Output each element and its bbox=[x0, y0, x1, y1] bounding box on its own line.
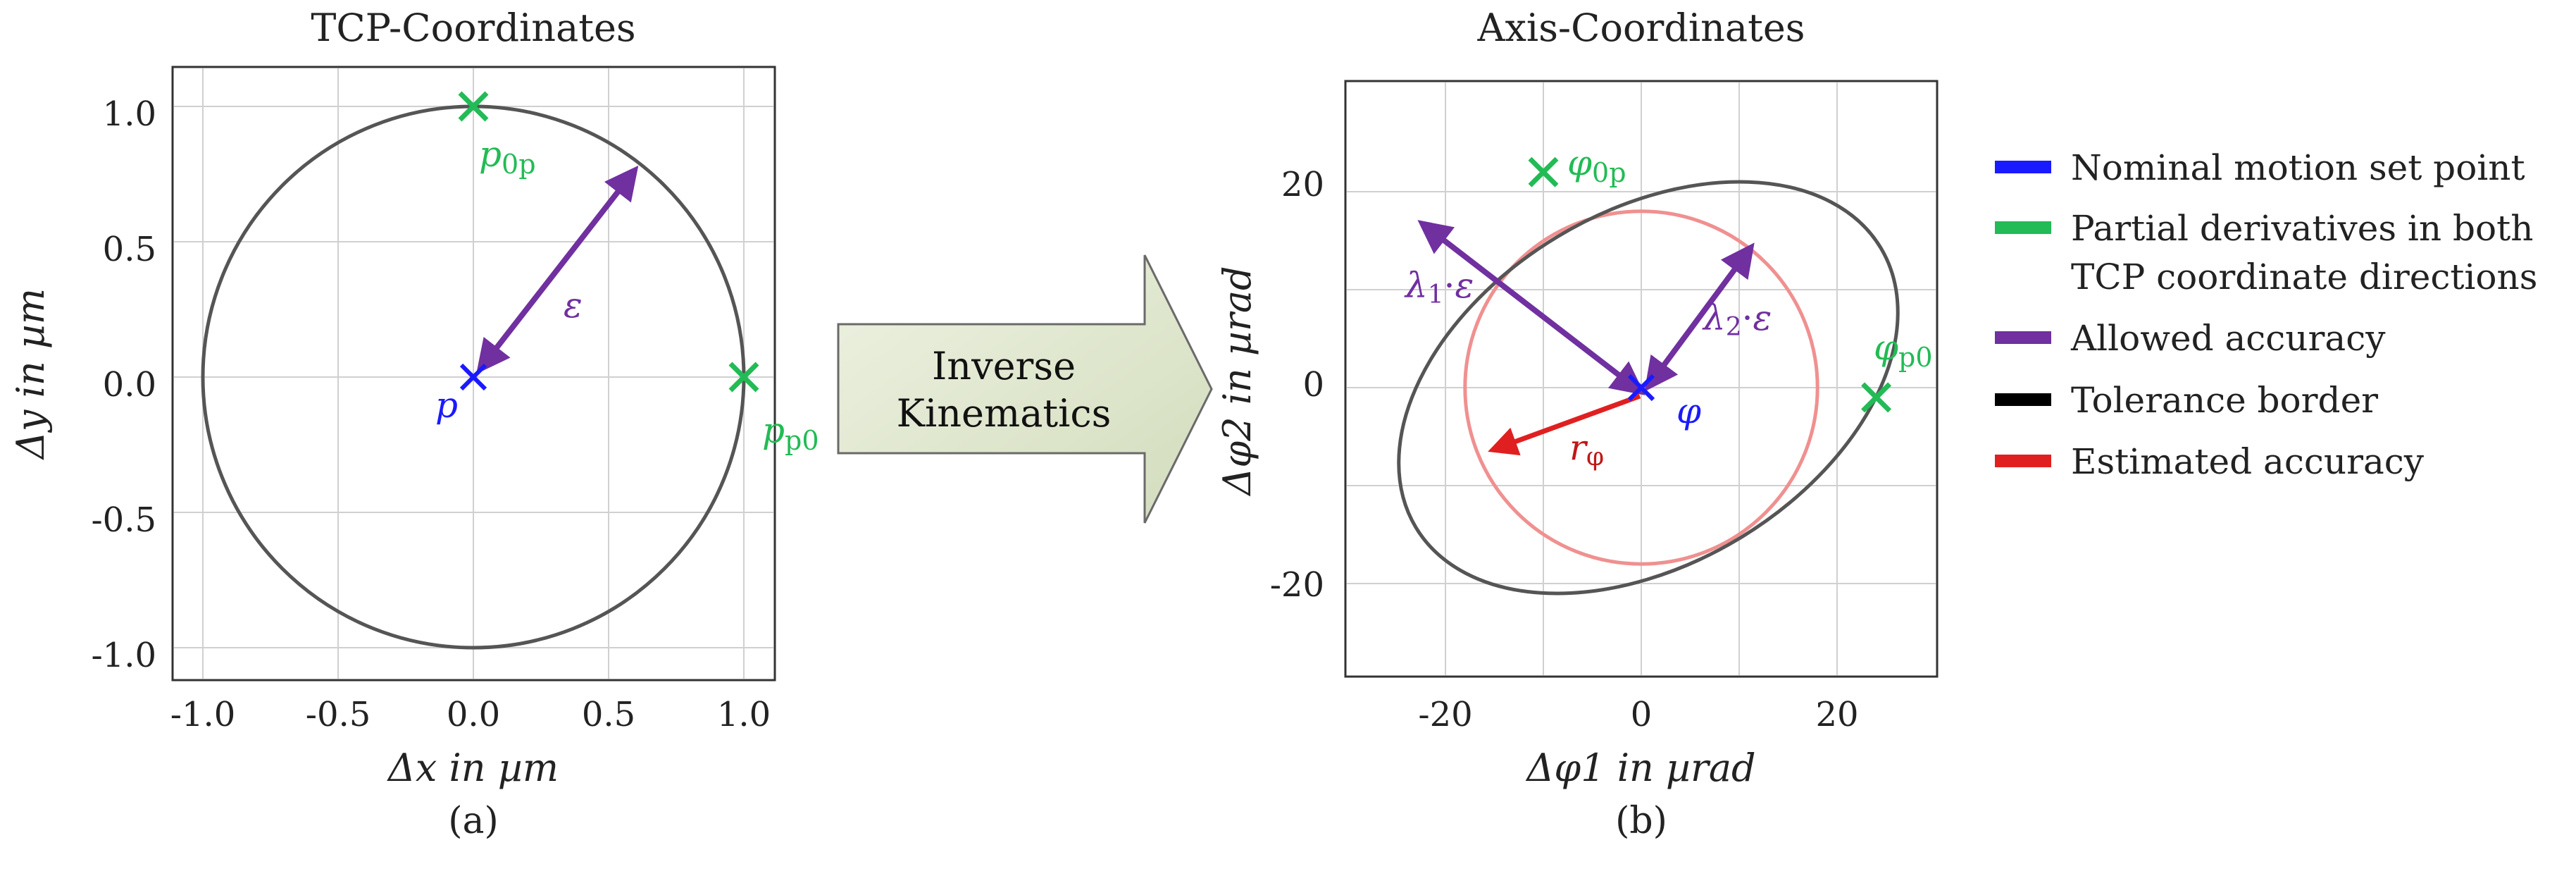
nominal-cross-stroke bbox=[459, 363, 487, 391]
y-tick-label: 0.5 bbox=[103, 230, 156, 269]
panel-a-ylabel: Δy in µm bbox=[8, 288, 53, 460]
nominal-cross-stroke bbox=[1627, 374, 1655, 402]
panel-b-xlabel: Δφ1 in µrad bbox=[1525, 746, 1755, 790]
x-tick-label: 0.0 bbox=[447, 695, 500, 734]
panel-b-ylabel: Δφ2 in µrad bbox=[1215, 266, 1259, 496]
x-tick-label: 20 bbox=[1815, 695, 1858, 734]
inverse-kinematics-arrow: Inverse Kinematics bbox=[837, 254, 1213, 524]
panel-a-xlabel: Δx in µm bbox=[387, 746, 559, 790]
panel-b-title: Axis-Coordinates bbox=[1476, 6, 1805, 50]
phi0p-cross-stroke bbox=[1528, 156, 1559, 187]
legend-swatch-black bbox=[1995, 393, 2051, 406]
lambda2-arrow bbox=[1644, 242, 1755, 392]
panel-b-y-ticks: 20 0 -20 bbox=[1270, 165, 1324, 605]
legend-item: Estimated accuracy bbox=[1995, 441, 2425, 482]
legend-label: Nominal motion set point bbox=[2071, 147, 2525, 188]
y-tick-label: 20 bbox=[1281, 165, 1324, 204]
legend-label: Allowed accuracy bbox=[2070, 318, 2386, 359]
panel-a-caption: (a) bbox=[448, 800, 499, 842]
panel-b-nominal-label: φ bbox=[1676, 390, 1701, 431]
legend-label: Tolerance border bbox=[2071, 380, 2378, 421]
panel-b: Axis-Coordinates -20 0 20 20 0 -20 Δφ1 i… bbox=[1215, 6, 1939, 842]
partial-point-marker-phi0p bbox=[1528, 156, 1559, 187]
panel-b-nominal-marker bbox=[1627, 374, 1655, 402]
epsilon-arrow bbox=[476, 165, 639, 374]
legend-label: Partial derivatives in both bbox=[2071, 208, 2533, 249]
lambda2-label: λ2·ε bbox=[1702, 297, 1772, 342]
panel-a-title: TCP-Coordinates bbox=[311, 6, 635, 50]
legend: Nominal motion set point Partial derivat… bbox=[1995, 147, 2537, 482]
panel-a-nominal-marker bbox=[459, 363, 487, 391]
panel-a-nominal-label: p bbox=[435, 385, 458, 426]
x-tick-label: 1.0 bbox=[717, 695, 771, 734]
panel-a: TCP-Coordinates -1.0 -0.5 0.0 0.5 1.0 1.… bbox=[8, 6, 819, 842]
x-tick-label: -20 bbox=[1418, 695, 1472, 734]
partial-point-marker-phip0 bbox=[1861, 382, 1892, 413]
r-phi-arrow bbox=[1488, 393, 1641, 456]
y-tick-label: 0 bbox=[1302, 365, 1324, 405]
y-tick-label: 0.0 bbox=[103, 365, 156, 405]
partial-point-label-pp0: pp0 bbox=[762, 410, 819, 456]
arrow-text-line1: Inverse bbox=[932, 344, 1076, 388]
legend-item: Nominal motion set point bbox=[1995, 147, 2525, 188]
big-arrow-shape bbox=[837, 254, 1213, 524]
partial-point-marker-pp0 bbox=[728, 362, 759, 393]
legend-item: Tolerance border bbox=[1995, 380, 2378, 421]
y-tick-label: -1.0 bbox=[91, 636, 156, 675]
y-tick-label: 1.0 bbox=[103, 94, 156, 134]
panel-b-x-ticks: -20 0 20 bbox=[1418, 695, 1858, 734]
x-tick-label: 0.5 bbox=[582, 695, 635, 734]
arrow-text-line2: Kinematics bbox=[897, 391, 1112, 436]
legend-label: Estimated accuracy bbox=[2071, 441, 2425, 482]
partial-point-label-phip0: φp0 bbox=[1874, 327, 1933, 373]
legend-item: Allowed accuracy bbox=[1995, 318, 2386, 359]
pp0-cross-stroke bbox=[728, 362, 759, 393]
legend-label-line2: TCP coordinate directions bbox=[2071, 257, 2537, 297]
x-tick-label: 0 bbox=[1631, 695, 1653, 734]
legend-swatch-blue bbox=[1995, 161, 2051, 173]
x-tick-label: -0.5 bbox=[306, 695, 371, 734]
legend-swatch-green bbox=[1995, 221, 2051, 234]
panel-a-y-ticks: 1.0 0.5 0.0 -0.5 -1.0 bbox=[91, 94, 156, 675]
epsilon-label: ε bbox=[564, 285, 583, 326]
legend-swatch-red bbox=[1995, 455, 2051, 467]
phip0-cross-stroke bbox=[1861, 382, 1892, 413]
partial-point-marker-p0p bbox=[458, 91, 489, 122]
p0p-cross-stroke bbox=[458, 91, 489, 122]
y-tick-label: -0.5 bbox=[91, 500, 156, 540]
x-tick-label: -1.0 bbox=[170, 695, 236, 734]
panel-b-caption: (b) bbox=[1615, 800, 1667, 842]
legend-swatch-purple bbox=[1995, 331, 2051, 344]
panel-a-x-ticks: -1.0 -0.5 0.0 0.5 1.0 bbox=[170, 695, 771, 734]
y-tick-label: -20 bbox=[1270, 565, 1324, 605]
legend-item: Partial derivatives in both TCP coordina… bbox=[1995, 208, 2537, 297]
lambda1-arrow bbox=[1417, 220, 1645, 395]
